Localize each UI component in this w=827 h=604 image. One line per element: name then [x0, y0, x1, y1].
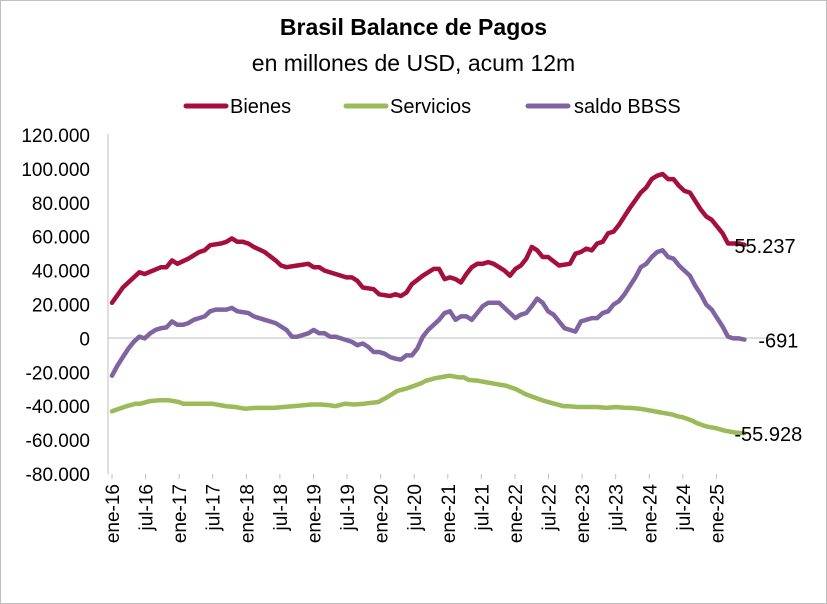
series-lines — [109, 171, 747, 436]
x-tick-label: ene-21 — [439, 484, 460, 543]
legend-item-bienes: Bienes — [183, 96, 291, 118]
legend-item-servicios: Servicios — [343, 96, 471, 118]
x-tick-label: jul-16 — [137, 484, 158, 531]
x-axis-ticks: ene-16 jul-16 ene-17 jul-17 ene-18 jul-18 ene-… — [103, 474, 728, 543]
x-tick-label: ene-18 — [237, 484, 258, 543]
x-tick-label: ene-22 — [506, 484, 527, 543]
x-tick-label: jul-18 — [271, 484, 292, 531]
y-tick-label: 120.000 — [21, 126, 90, 147]
end-label-saldo-bbss: -691 — [758, 331, 798, 353]
y-tick-label: 20.000 — [32, 296, 90, 317]
x-tick-label: jul-24 — [674, 484, 695, 532]
y-tick-label: -20.000 — [26, 363, 90, 384]
y-tick-label: -60.000 — [26, 431, 90, 452]
series-line-bienes — [109, 171, 747, 306]
y-axis-ticks: 120.000 100.000 80.000 60.000 40.000 20.000 0 -… — [21, 126, 90, 486]
chart-title: Brasil Balance de Pagos — [279, 14, 548, 40]
y-tick-label: 60.000 — [32, 228, 90, 249]
x-tick-label: jul-20 — [405, 484, 426, 531]
series-line-servicios — [109, 373, 747, 436]
y-tick-label: 100.000 — [21, 160, 90, 181]
legend-item-saldo-bbss: saldo BBSS — [525, 96, 681, 118]
series-line-saldo-bbss — [109, 248, 747, 378]
end-label-servicios: -55.928 — [734, 424, 802, 446]
x-tick-label: ene-17 — [170, 484, 191, 543]
x-tick-label: jul-23 — [607, 484, 628, 531]
x-tick-label: ene-25 — [707, 484, 728, 543]
y-tick-label: 40.000 — [32, 262, 90, 283]
x-tick-label: ene-20 — [372, 484, 393, 543]
y-tick-label: -40.000 — [26, 397, 90, 418]
x-tick-label: ene-23 — [573, 484, 594, 543]
legend: Bienes Servicios saldo BBSS — [183, 96, 681, 118]
x-tick-label: jul-21 — [472, 484, 493, 531]
x-tick-label: jul-17 — [204, 484, 225, 531]
x-tick-label: ene-24 — [640, 484, 661, 544]
x-tick-label: ene-16 — [103, 484, 124, 543]
x-tick-label: ene-19 — [304, 484, 325, 543]
x-tick-label: jul-22 — [540, 484, 561, 531]
end-labels: 55.237 -55.928 -691 — [734, 236, 802, 446]
end-label-bienes: 55.237 — [734, 236, 795, 258]
y-tick-label: 80.000 — [32, 194, 90, 215]
x-tick-label: jul-19 — [338, 484, 359, 531]
legend-label-servicios: Servicios — [390, 96, 471, 118]
y-tick-label: -80.000 — [26, 465, 90, 486]
legend-label-bienes: Bienes — [230, 96, 291, 118]
legend-label-saldo-bbss: saldo BBSS — [574, 96, 681, 118]
chart-subtitle: en millones de USD, acum 12m — [251, 50, 576, 76]
y-tick-label: 0 — [79, 329, 90, 350]
